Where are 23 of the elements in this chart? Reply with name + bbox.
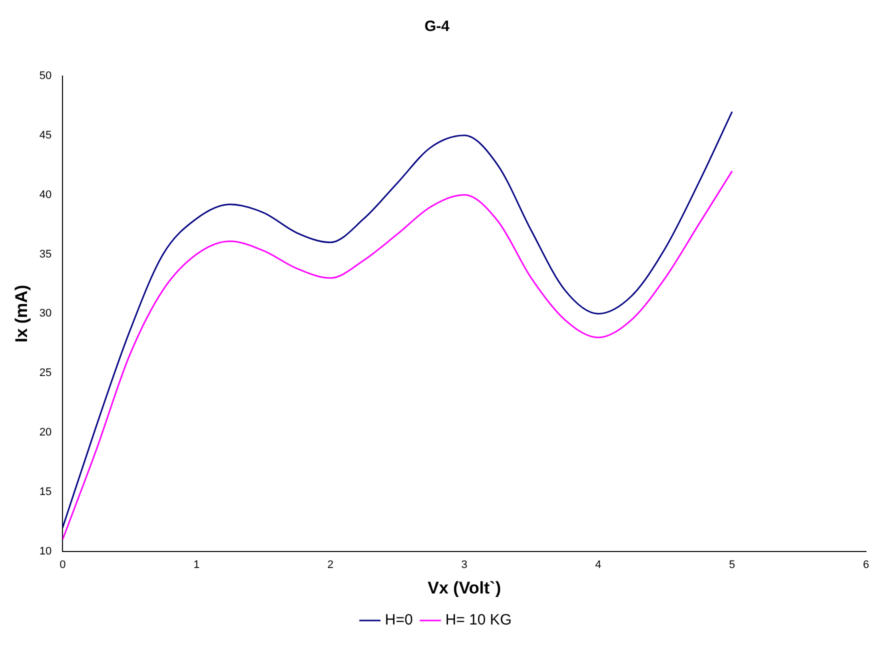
- line-series: [62, 110, 733, 528]
- y-tick-label: 40: [39, 188, 52, 201]
- x-tick-label: 2: [327, 559, 334, 572]
- y-axis-title: Ix (mA): [12, 284, 31, 343]
- x-tick-label: 6: [862, 559, 870, 572]
- y-tick-label: 15: [39, 486, 52, 498]
- y-tick-label: 35: [39, 248, 52, 260]
- y-tick-label: 10: [39, 545, 52, 558]
- y-tick-label: 45: [39, 129, 52, 142]
- y-tick-label: 20: [39, 426, 52, 439]
- y-tick-label: 25: [39, 367, 52, 380]
- x-tick-label: 1: [193, 559, 200, 572]
- x-axis-title: Vx (Volt`): [428, 578, 501, 598]
- y-tick-label: 30: [39, 308, 52, 320]
- x-tick-label: 4: [595, 559, 602, 572]
- legend-label: H= 10 KG: [445, 612, 512, 629]
- x-tick-label: 5: [729, 559, 736, 572]
- line-series: [62, 170, 733, 540]
- x-tick-label: 0: [60, 559, 66, 572]
- chart-title: G-4: [424, 18, 450, 36]
- y-tick-label: 50: [39, 70, 52, 82]
- legend-label: H=0: [384, 612, 413, 629]
- x-tick-label: 3: [461, 559, 468, 572]
